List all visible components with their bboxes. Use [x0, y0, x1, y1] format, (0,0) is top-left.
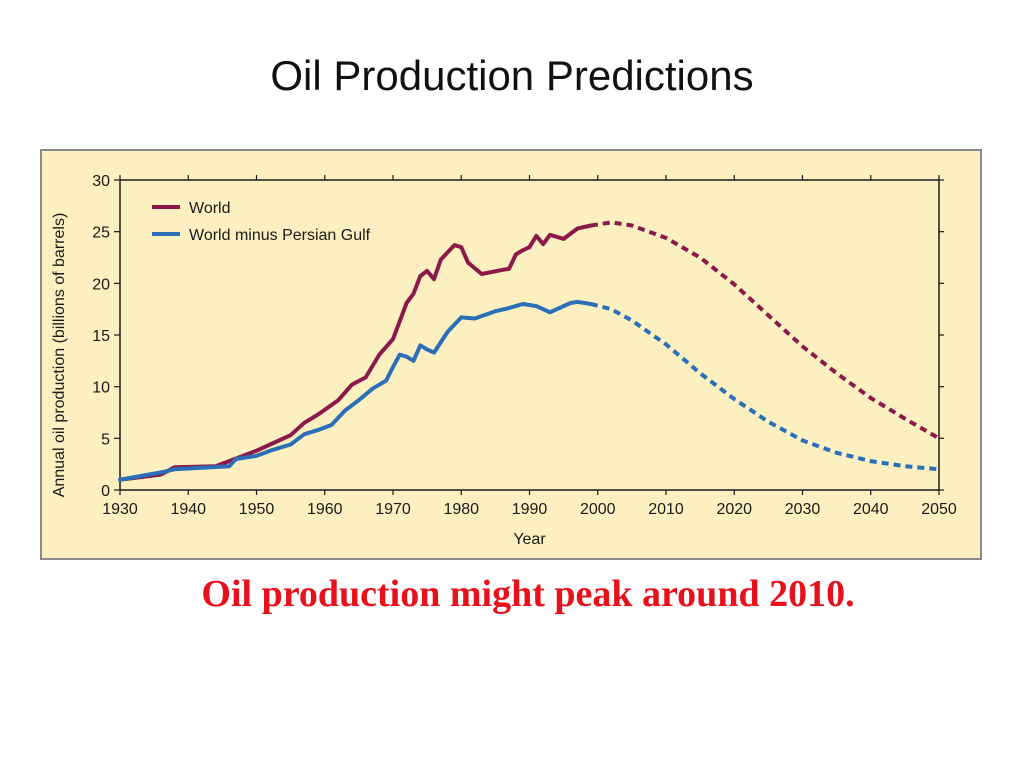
series-line-actual-1: [118, 223, 593, 482]
x-tick-label: 1950: [239, 501, 275, 518]
legend-label-2: World minus Persian Gulf: [189, 227, 371, 244]
series-lines: [118, 220, 940, 482]
slide-title: Oil Production Predictions: [270, 52, 754, 99]
y-tick-label: 5: [101, 431, 110, 448]
x-tick-label: 1980: [443, 501, 479, 518]
x-tick-label: 1930: [102, 501, 138, 518]
y-tick-label: 0: [101, 483, 110, 500]
legend: World World minus Persian Gulf: [152, 200, 371, 244]
x-tick-label: 1990: [512, 501, 548, 518]
y-tick-label: 10: [92, 380, 110, 397]
oil-production-chart: 0 5 10 15 20 25 30 1930 1940 1950 1960 1970 1980 199…: [51, 173, 957, 548]
x-axis-title: Year: [513, 531, 546, 548]
x-axis: 1930 1940 1950 1960 1970 1980 1990 2000 2010 2020…: [102, 175, 957, 518]
series-line-projected-1: [590, 220, 940, 441]
y-axis: 0 5 10 15 20 25 30: [92, 173, 944, 500]
y-tick-label: 15: [92, 328, 110, 345]
x-tick-label: 2050: [921, 501, 957, 518]
chart-panel: 0 5 10 15 20 25 30 1930 1940 1950 1960 1970 1980 199…: [40, 149, 982, 560]
x-tick-label: 2010: [648, 501, 684, 518]
y-tick-label: 30: [92, 173, 110, 190]
series-line-actual-2: [118, 299, 593, 482]
y-tick-label: 20: [92, 276, 110, 293]
x-tick-label: 2040: [853, 501, 889, 518]
x-tick-label: 1970: [375, 501, 411, 518]
x-tick-label: 2000: [580, 501, 616, 518]
series-line-projected-2: [590, 302, 940, 472]
y-tick-label: 25: [92, 225, 110, 242]
legend-label-1: World: [189, 200, 231, 217]
x-tick-label: 1960: [307, 501, 343, 518]
x-tick-label: 2020: [716, 501, 752, 518]
slide-caption: Oil production might peak around 2010.: [201, 573, 855, 615]
x-tick-label: 2030: [785, 501, 821, 518]
y-axis-title: Annual oil production (billions of barre…: [51, 213, 68, 498]
x-tick-label: 1940: [170, 501, 206, 518]
